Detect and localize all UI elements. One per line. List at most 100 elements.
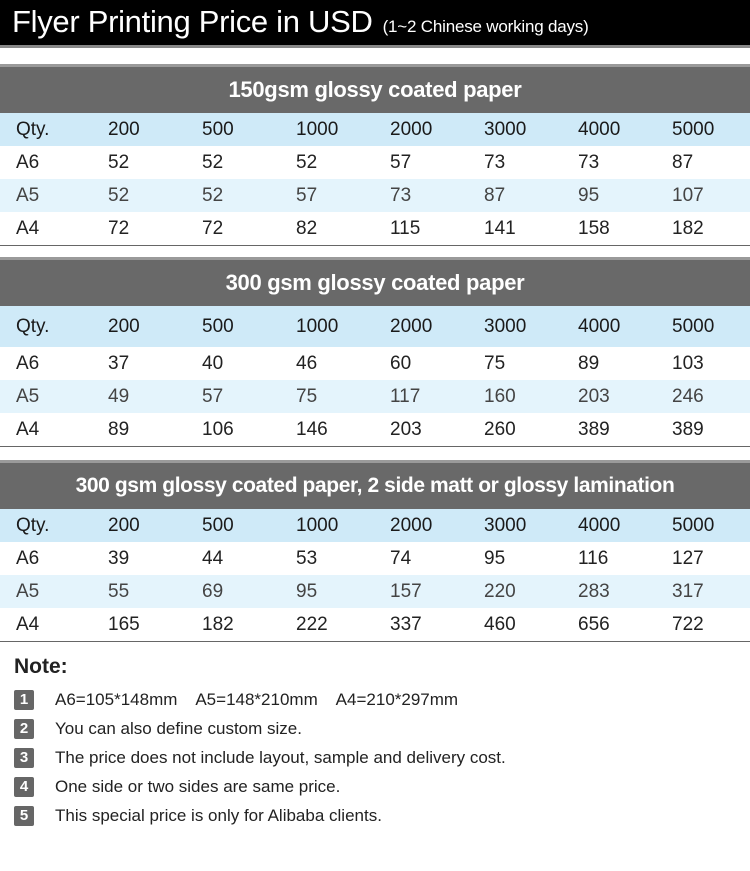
price-cell: 157 bbox=[390, 580, 422, 602]
price-cell: 87 bbox=[672, 151, 694, 173]
column-header: 5000 bbox=[672, 315, 715, 337]
column-header: Qty. bbox=[16, 315, 50, 337]
price-cell: 39 bbox=[108, 547, 130, 569]
column-header: 2000 bbox=[390, 315, 433, 337]
price-cell: 220 bbox=[484, 580, 516, 602]
price-cell: 182 bbox=[202, 613, 234, 635]
price-cell: 82 bbox=[296, 217, 318, 239]
column-header: 4000 bbox=[578, 514, 621, 536]
size-cell: A6 bbox=[16, 352, 40, 374]
note-text: This special price is only for Alibaba c… bbox=[55, 805, 382, 825]
number-badge-icon: 2 bbox=[14, 718, 34, 739]
table-title: 300 gsm glossy coated paper bbox=[0, 257, 750, 306]
column-header: 3000 bbox=[484, 514, 527, 536]
price-cell: 72 bbox=[202, 217, 224, 239]
table-row: A4 89 106 146 203 260 389 389 bbox=[0, 413, 750, 446]
price-cell: 95 bbox=[578, 184, 600, 206]
table-header-row: Qty. 200 500 1000 2000 3000 4000 5000 bbox=[0, 113, 750, 146]
number-badge-icon: 3 bbox=[14, 747, 34, 768]
price-cell: 337 bbox=[390, 613, 422, 635]
note-item: 5 This special price is only for Alibaba … bbox=[14, 801, 506, 830]
size-cell: A5 bbox=[16, 385, 40, 407]
price-cell: 116 bbox=[578, 547, 609, 569]
price-cell: 60 bbox=[390, 352, 412, 374]
column-header: Qty. bbox=[16, 514, 50, 536]
price-cell: 107 bbox=[672, 184, 704, 206]
column-header: 200 bbox=[108, 514, 140, 536]
price-cell: 460 bbox=[484, 613, 516, 635]
table-row: A5 52 52 57 73 87 95 107 bbox=[0, 179, 750, 212]
price-cell: 52 bbox=[296, 151, 318, 173]
price-cell: 55 bbox=[108, 580, 130, 602]
column-header: 4000 bbox=[578, 315, 621, 337]
column-header: 1000 bbox=[296, 118, 339, 140]
price-cell: 389 bbox=[578, 418, 610, 440]
price-cell: 40 bbox=[202, 352, 224, 374]
column-header: 1000 bbox=[296, 315, 339, 337]
price-cell: 89 bbox=[108, 418, 130, 440]
column-header: 5000 bbox=[672, 514, 715, 536]
price-cell: 117 bbox=[390, 385, 421, 407]
price-cell: 182 bbox=[672, 217, 704, 239]
price-cell: 49 bbox=[108, 385, 130, 407]
notes-section: Note: 1 A6=105*148mm A5=148*210mm A4=210*… bbox=[14, 655, 506, 830]
price-cell: 52 bbox=[202, 184, 224, 206]
column-header: 1000 bbox=[296, 514, 339, 536]
table-row: A5 49 57 75 117 160 203 246 bbox=[0, 380, 750, 413]
price-cell: 52 bbox=[202, 151, 224, 173]
note-item: 4 One side or two sides are same price. bbox=[14, 772, 506, 801]
price-cell: 115 bbox=[390, 217, 421, 239]
note-text: One side or two sides are same price. bbox=[55, 776, 341, 796]
table-header-row: Qty. 200 500 1000 2000 3000 4000 5000 bbox=[0, 509, 750, 542]
price-cell: 57 bbox=[390, 151, 412, 173]
table-title: 300 gsm glossy coated paper, 2 side matt… bbox=[0, 460, 750, 509]
price-cell: 74 bbox=[390, 547, 412, 569]
price-cell: 46 bbox=[296, 352, 318, 374]
price-cell: 127 bbox=[672, 547, 704, 569]
price-cell: 37 bbox=[108, 352, 130, 374]
price-cell: 222 bbox=[296, 613, 328, 635]
price-cell: 246 bbox=[672, 385, 704, 407]
price-cell: 283 bbox=[578, 580, 610, 602]
note-item: 1 A6=105*148mm A5=148*210mm A4=210*297mm bbox=[14, 685, 506, 714]
price-cell: 89 bbox=[578, 352, 600, 374]
column-header: 3000 bbox=[484, 315, 527, 337]
column-header: 500 bbox=[202, 118, 234, 140]
column-header: 2000 bbox=[390, 514, 433, 536]
price-cell: 203 bbox=[578, 385, 610, 407]
note-text: You can also define custom size. bbox=[55, 718, 302, 738]
table-row: A6 39 44 53 74 95 116 127 bbox=[0, 542, 750, 575]
column-header: 5000 bbox=[672, 118, 715, 140]
column-header: 500 bbox=[202, 514, 234, 536]
price-cell: 146 bbox=[296, 418, 328, 440]
price-cell: 44 bbox=[202, 547, 224, 569]
price-cell: 203 bbox=[390, 418, 422, 440]
size-cell: A5 bbox=[16, 580, 40, 602]
column-header: 3000 bbox=[484, 118, 527, 140]
price-cell: 106 bbox=[202, 418, 234, 440]
price-cell: 95 bbox=[296, 580, 318, 602]
column-header: 2000 bbox=[390, 118, 433, 140]
price-cell: 317 bbox=[672, 580, 704, 602]
table-row: A6 52 52 52 57 73 73 87 bbox=[0, 146, 750, 179]
price-cell: 656 bbox=[578, 613, 610, 635]
table-row: A4 165 182 222 337 460 656 722 bbox=[0, 608, 750, 641]
number-badge-icon: 1 bbox=[14, 689, 34, 710]
price-table: 150gsm glossy coated paper Qty. 200 500 1000… bbox=[0, 64, 750, 246]
price-cell: 72 bbox=[108, 217, 130, 239]
price-cell: 260 bbox=[484, 418, 516, 440]
price-cell: 73 bbox=[578, 151, 600, 173]
page-header: Flyer Printing Price in USD (1~2 Chinese… bbox=[0, 0, 750, 48]
price-table: 300 gsm glossy coated paper, 2 side matt… bbox=[0, 460, 750, 642]
table-row: A4 72 72 82 115 141 158 182 bbox=[0, 212, 750, 245]
table-header-row: Qty. 200 500 1000 2000 3000 4000 5000 bbox=[0, 306, 750, 347]
price-cell: 57 bbox=[296, 184, 318, 206]
size-cell: A4 bbox=[16, 217, 40, 239]
column-header: 4000 bbox=[578, 118, 621, 140]
price-cell: 141 bbox=[484, 217, 516, 239]
price-cell: 158 bbox=[578, 217, 610, 239]
size-cell: A4 bbox=[16, 418, 40, 440]
column-header: Qty. bbox=[16, 118, 50, 140]
page-title: Flyer Printing Price in USD bbox=[12, 4, 373, 39]
number-badge-icon: 5 bbox=[14, 805, 34, 826]
